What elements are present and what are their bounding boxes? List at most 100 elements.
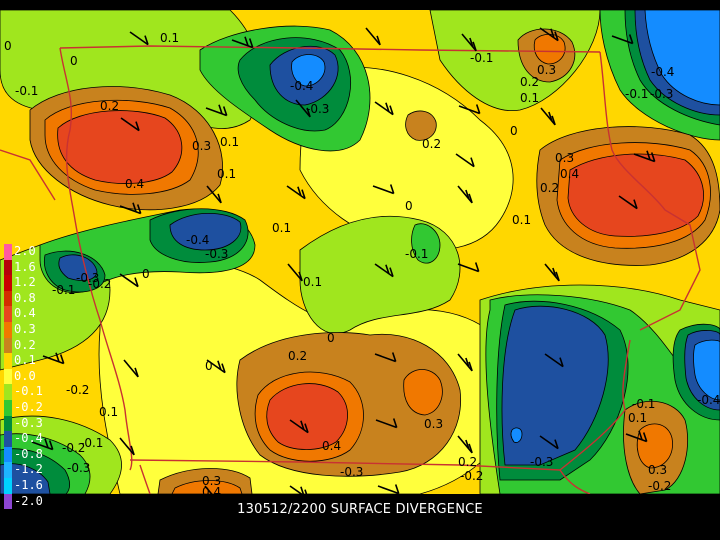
- contour-label: 0.2: [288, 349, 307, 363]
- wind-barb: [461, 33, 477, 52]
- wind-barb: [457, 262, 480, 273]
- legend-swatch: [4, 306, 12, 322]
- contour-label: 0.2: [540, 181, 559, 195]
- wind-barb: [123, 359, 139, 378]
- wind-barb: [539, 27, 559, 42]
- contour-navy-far-west: [58, 254, 98, 281]
- contour-red-east: [567, 153, 704, 237]
- color-legend: 2.0 1.6 1.2 0.8 0.4 0.3 0.2 0.1 0.0 -0.1 -0.2 -0.3-…: [2, 244, 62, 510]
- wind-barb: [287, 263, 303, 282]
- contour-label: 0.1: [520, 91, 539, 105]
- contour-navy-east: [501, 305, 609, 466]
- contour-label: -0.4: [651, 65, 674, 79]
- contour-label: 0.3: [202, 474, 221, 488]
- state-border-far-west: [0, 149, 56, 201]
- legend-swatch: [4, 353, 12, 369]
- wind-barb: [544, 263, 560, 282]
- contour-label: 0: [4, 39, 12, 53]
- contour-label: 0: [510, 124, 518, 138]
- wind-barb: [457, 435, 473, 454]
- wind-barb: [618, 195, 638, 210]
- contour-label: -0.3: [76, 271, 99, 285]
- contour-label: 0: [142, 267, 150, 281]
- contour-label: -0.1: [80, 436, 103, 450]
- contour-label: 0.4: [322, 439, 341, 453]
- contour-label: -0.1: [52, 283, 75, 297]
- contour-label: -0.4: [186, 233, 209, 247]
- legend-swatch: [4, 368, 12, 385]
- state-border-north: [59, 45, 601, 53]
- wind-barb: [295, 99, 311, 118]
- contour-label: 0.3: [537, 63, 556, 77]
- contour-label: -0.2: [66, 383, 89, 397]
- contour-label: 0.4: [560, 167, 579, 181]
- wind-barb: [286, 185, 306, 200]
- contour-label: -0.1: [405, 247, 428, 261]
- contour-label: -0.2: [460, 469, 483, 483]
- legend-value: -2.0: [14, 493, 43, 508]
- legend-value: 0.1: [14, 353, 36, 368]
- wind-barb: [374, 101, 394, 116]
- legend-value: -0.3: [14, 415, 43, 430]
- legend-swatch: [4, 244, 12, 260]
- legend-swatch: [4, 259, 12, 276]
- contour-label: -0.3: [530, 455, 553, 469]
- contour-label: 0.1: [160, 31, 179, 45]
- contour-label: 0.3: [192, 139, 211, 153]
- wind-barb: [458, 104, 481, 115]
- legend-row: -0.3: [2, 415, 62, 432]
- wind-barb: [544, 353, 564, 368]
- contour-label: 0.2: [458, 455, 477, 469]
- wind-barb: [119, 273, 139, 288]
- contour-label: 0.2: [520, 75, 539, 89]
- legend-swatch: [4, 275, 12, 291]
- contour-label: 0.2: [100, 99, 119, 113]
- contour-label: 0.1: [217, 167, 236, 181]
- state-border-east: [559, 339, 631, 494]
- legend-value: 0.0: [14, 368, 36, 383]
- contour-label: 0.2: [422, 137, 441, 151]
- contour-label: -0.2: [648, 479, 671, 493]
- wind-barb: [119, 202, 142, 215]
- wind-barb: [372, 184, 395, 195]
- contour-label: 0: [205, 359, 213, 373]
- contour-label: 0.3: [555, 151, 574, 165]
- legend-value: -0.2: [14, 399, 43, 414]
- legend-value: -0.8: [14, 446, 43, 461]
- legend-row: -0.1: [2, 384, 62, 400]
- contour-label: -0.3: [650, 87, 673, 101]
- contour-label: 0.4: [202, 485, 221, 494]
- legend-row: 0.1: [2, 353, 62, 369]
- wind-barb: [289, 419, 309, 434]
- legend-row: 0.8: [2, 290, 62, 307]
- legend-swatch: [4, 493, 12, 510]
- legend-row: -0.2: [2, 399, 62, 416]
- legend-row: -0.4: [2, 431, 62, 447]
- wind-barb: [289, 485, 308, 494]
- contour-label: -0.1: [15, 84, 38, 98]
- state-border-west: [59, 47, 133, 471]
- wind-barb: [120, 117, 140, 132]
- contour-label: -0.3: [67, 461, 90, 475]
- contour-green-central-blob: [411, 223, 441, 264]
- contour-label: -0.1: [632, 397, 655, 411]
- contour-blue-east-spot: [510, 427, 523, 443]
- contour-blue-north: [291, 54, 326, 87]
- legend-row: 2.0: [2, 244, 62, 260]
- legend-value: 2.0: [14, 244, 36, 258]
- legend-value: -1.6: [14, 477, 43, 492]
- legend-swatch: [4, 462, 12, 478]
- legend-value: 0.2: [14, 337, 36, 352]
- legend-swatch: [4, 415, 12, 432]
- legend-row: -1.6: [2, 477, 62, 494]
- contour-label: -0.1: [470, 51, 493, 65]
- legend-swatch: [4, 384, 12, 400]
- legend-value: 0.8: [14, 290, 36, 305]
- legend-row: -0.8: [2, 446, 62, 463]
- contour-labels: 00.10 -0.10.30.2-0.40.1 -0.1 -0.3-0.1 -0.4-0…: [4, 31, 720, 494]
- legend-row: 0.2: [2, 337, 62, 354]
- contour-label: 0.1: [303, 275, 322, 289]
- legend-swatch: [4, 477, 12, 494]
- legend-value: 0.3: [14, 321, 36, 336]
- wind-barb: [206, 359, 226, 374]
